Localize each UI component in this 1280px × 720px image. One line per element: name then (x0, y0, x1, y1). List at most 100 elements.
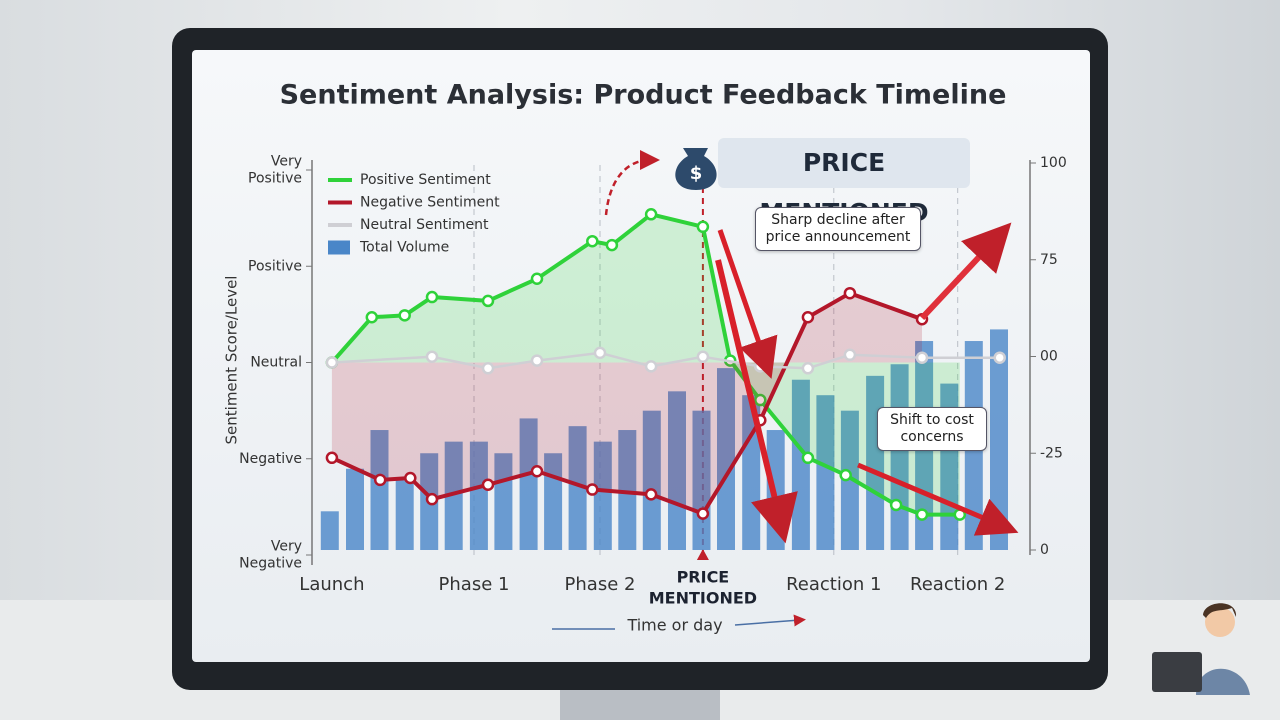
x-tick-label: Phase 1 (439, 574, 510, 595)
y-tick-label: Positive (248, 258, 302, 274)
y-tick-label: Negative (239, 451, 302, 467)
sentiment-point (754, 393, 767, 407)
volume-bar (816, 395, 835, 550)
sentiment-point (481, 362, 495, 375)
y-tick-label: Very Positive (248, 154, 302, 187)
x-tick-label: Reaction 1 (786, 574, 881, 595)
legend-label: Total Volume (359, 240, 449, 256)
price-banner: PRICE MENTIONED (718, 138, 970, 227)
volume-bar (346, 468, 364, 550)
legend-swatch (328, 240, 350, 255)
sentiment-point (325, 356, 339, 369)
person-body (1196, 668, 1250, 695)
callout: Shift to cost concerns (877, 407, 987, 451)
x-tick-label: Launch (299, 574, 364, 595)
sentiment-point (593, 346, 607, 360)
sentiment-point (530, 465, 544, 478)
volume-bar (618, 430, 637, 550)
y2-tick-label: 75 (1040, 252, 1058, 268)
sentiment-point (425, 492, 439, 506)
sentiment-area (331, 293, 922, 514)
y2-tick-label: 100 (1040, 155, 1067, 171)
sentiment-point (754, 360, 767, 373)
y-tick-label: Very Negative (239, 539, 302, 572)
sentiment-point (915, 351, 929, 364)
plot: Very Positive Positive Neutral Negative Very N… (239, 154, 1067, 608)
sentiment-point (586, 483, 599, 496)
sentiment-point (425, 350, 439, 363)
x-tick-label: PRICE MENTIONED (649, 567, 757, 607)
person-hair (1203, 603, 1237, 618)
volume-bar (668, 391, 686, 550)
sentiment-point (530, 272, 544, 286)
x-tick-label: Phase 2 (565, 574, 636, 595)
volume-bar (320, 511, 339, 550)
sentiment-line (331, 351, 1000, 370)
sentiment-point (839, 468, 852, 482)
sentiment-point (843, 348, 857, 362)
decline-arrow (715, 259, 798, 544)
sentiment-point (644, 488, 658, 501)
sentiment-point (644, 360, 658, 373)
money-icon (675, 148, 717, 190)
chart-title: Sentiment Analysis: Product Feedback Tim… (280, 80, 1007, 111)
volume-bar (717, 368, 735, 550)
x-label-arrow (734, 614, 806, 627)
sentiment-point (373, 473, 387, 487)
sentiment-point (801, 311, 815, 324)
sentiment-point (696, 220, 710, 234)
callout: Sharp decline after price announcement (755, 207, 921, 251)
sentiment-point (325, 451, 339, 465)
laptop (1152, 652, 1202, 692)
sentiment-point (801, 362, 815, 375)
volume-bar (990, 329, 1008, 550)
y-tick-label: Neutral (250, 355, 302, 371)
screen (192, 50, 1090, 662)
sentiment-point (915, 508, 929, 521)
money-symbol: $ (690, 163, 703, 184)
person-head (1205, 607, 1235, 637)
sentiment-point (843, 286, 857, 300)
y2-tick-label: 0 (1040, 542, 1049, 558)
y2-tick-label: 00 (1040, 349, 1058, 365)
sentiment-point (696, 507, 710, 520)
sentiment-point (425, 290, 439, 304)
volume-bar (568, 426, 587, 550)
sentiment-point (696, 350, 710, 363)
sentiment-point (481, 294, 495, 308)
sentiment-point (644, 208, 658, 221)
sentiment-point (801, 451, 815, 465)
volume-bar (519, 418, 538, 550)
sentiment-point (365, 311, 379, 324)
sentiment-point (605, 238, 619, 252)
sentiment-point (398, 309, 411, 322)
legend-label: Negative Sentiment (360, 195, 500, 211)
sentiment-point (993, 351, 1006, 364)
sentiment-point (404, 471, 417, 485)
shift-arrow (857, 462, 1019, 536)
volume-bar (593, 441, 612, 550)
decline-arrow (717, 229, 778, 379)
legend-label: Positive Sentiment (360, 172, 491, 188)
sentiment-point (481, 478, 495, 491)
y-axis-label: Sentiment Score/Level (223, 276, 241, 445)
legend-label: Neutral Sentiment (360, 217, 489, 233)
rise-arrow (919, 222, 1012, 321)
price-arrow (604, 150, 660, 216)
sentiment-point (586, 234, 599, 248)
x-tick-label: Reaction 2 (910, 574, 1005, 595)
y2-tick-label: -25 (1040, 445, 1063, 461)
volume-bar (370, 430, 389, 550)
volume-bar (840, 410, 859, 550)
sentiment-point (889, 498, 903, 512)
volume-bar (444, 441, 463, 550)
sentiment-point (530, 354, 544, 367)
price-marker (696, 549, 709, 560)
volume-bar (642, 410, 661, 550)
x-axis-label: Time or day (626, 616, 722, 635)
volume-bar (395, 480, 414, 550)
volume-bar (469, 441, 488, 550)
sentiment-area (331, 214, 960, 515)
